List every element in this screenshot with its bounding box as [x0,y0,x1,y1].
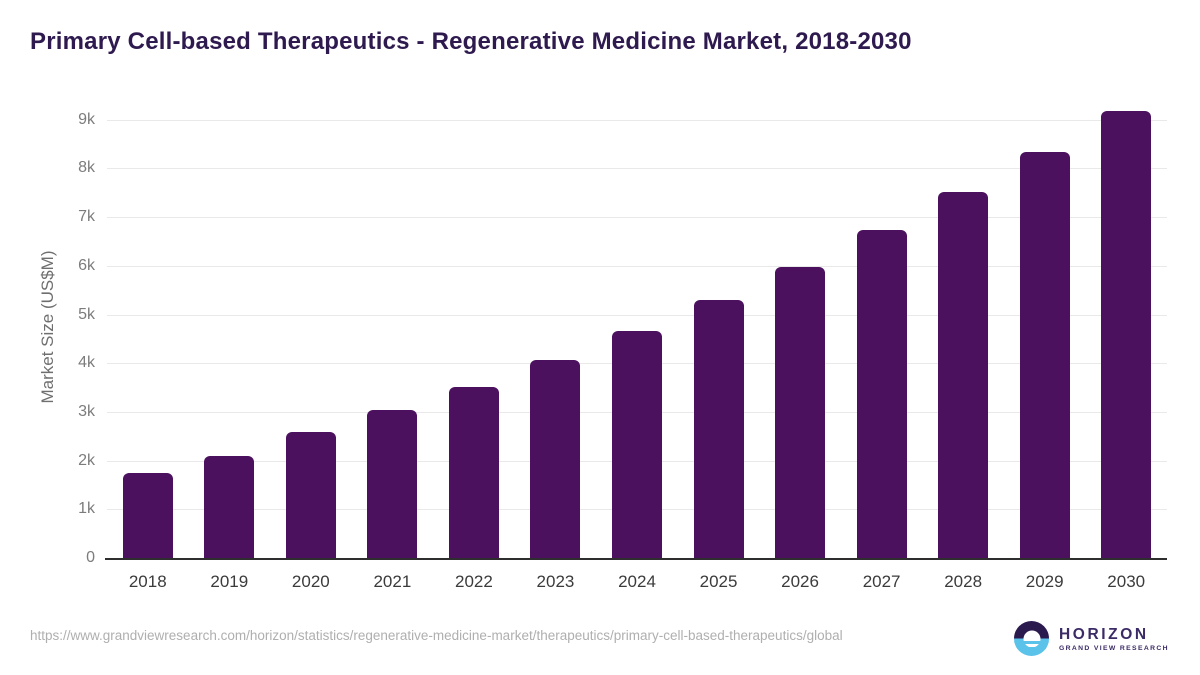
plot-area: Market Size (US$M) 0 1k 2k 3k 4k 5k 6k 7k 8k 9k 20… [38,90,1167,591]
y-tick-label: 3k [78,402,95,420]
bar-2024 [612,331,662,558]
y-tick-label: 4k [78,354,95,372]
horizon-logo-textblock: HORIZON GRAND VIEW RESEARCH [1059,626,1169,652]
horizon-stripe [1014,641,1049,644]
x-tick-label: 2026 [781,572,819,591]
bar-2025 [693,299,744,558]
x-tick-label: 2022 [455,572,493,591]
bar-2029 [1019,152,1070,558]
y-tick-label: 8k [78,159,95,177]
y-tick-label: 1k [78,500,95,518]
x-axis-line [105,558,1167,560]
x-tick-label: 2018 [128,572,167,591]
gridline [107,217,1167,219]
horizon-logo: HORIZON GRAND VIEW RESEARCH [1014,621,1169,656]
x-tick-label: 2028 [944,572,983,591]
y-tick-label: 5k [78,305,95,323]
gridline [107,119,1167,121]
horizon-logo-subtitle: GRAND VIEW RESEARCH [1059,644,1169,652]
x-tick-label: 2020 [291,572,330,591]
x-tick-label: 2029 [1025,572,1064,591]
sun-icon [1023,630,1040,647]
bar-2020 [285,431,336,558]
bar-2022 [448,386,499,558]
bar-2019 [204,456,255,558]
y-tick-label: 6k [78,256,95,274]
x-tick-label: 2021 [373,572,412,591]
gridline [107,168,1167,170]
x-tick-label: 2023 [536,572,575,591]
x-tick-label: 2027 [862,572,901,591]
y-tick-label: 0 [86,549,95,566]
bar-2027 [856,229,907,558]
bar-2021 [367,409,418,558]
x-tick-label: 2030 [1107,572,1146,591]
horizon-logo-icon [1014,621,1049,656]
bar-2030 [1101,110,1152,558]
page-title: Primary Cell-based Therapeutics - Regene… [30,28,912,55]
horizon-stripe [1014,646,1049,649]
x-tick-label: 2024 [618,572,656,591]
bar-2026 [775,266,826,558]
horizon-logo-text: HORIZON [1059,625,1149,643]
x-tick-label: 2025 [699,572,738,591]
gridline [107,314,1167,316]
y-tick-label: 7k [78,208,95,226]
gridline [107,265,1167,267]
x-tick-label: 2019 [210,572,249,591]
y-tick-label: 2k [78,451,95,469]
bar-2018 [122,473,173,558]
bar-2028 [938,192,989,558]
y-tick-label: 9k [78,110,95,128]
bar-2023 [530,359,581,558]
source-url: https://www.grandviewresearch.com/horizo… [30,628,843,643]
